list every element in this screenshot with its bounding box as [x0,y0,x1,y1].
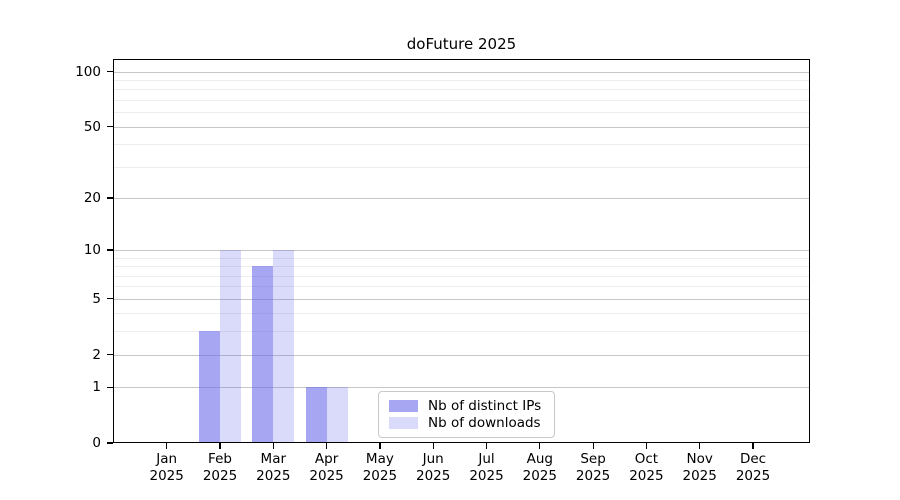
bar-distinct-ips-mar [252,266,274,443]
x-tick-mark [699,443,701,449]
gridline-minor [113,166,810,168]
x-tick-label-feb: Feb 2025 [202,451,238,484]
gridline-major [113,249,810,251]
x-tick-mark [326,443,328,449]
x-tick-label-jan: Jan 2025 [149,451,184,484]
x-tick-label-apr: Apr 2025 [309,451,344,484]
y-tick-mark [107,442,113,444]
gridline-minor [113,286,810,288]
y-tick-label: 0 [92,435,101,451]
y-tick-mark [107,249,113,251]
y-tick-mark [107,70,113,73]
gridline-minor [113,112,810,114]
y-tick-mark [107,386,113,388]
y-tick-label: 2 [92,346,101,363]
y-tick-label: 10 [83,241,101,258]
legend-swatch-downloads [389,417,418,429]
gridline-minor [113,99,810,101]
gridline-major [113,126,810,128]
x-tick-label-jul: Jul 2025 [469,451,504,484]
x-tick-mark [166,443,168,449]
y-tick-mark [107,125,113,128]
x-tick-mark [272,443,274,449]
gridline-major [113,387,810,389]
y-tick-label: 1 [92,379,101,396]
bar-distinct-ips-apr [305,387,327,443]
y-tick-label: 20 [83,189,101,206]
legend-label-distinct-ips: Nb of distinct IPs [428,398,542,414]
x-tick-mark [645,443,648,449]
gridline-minor [113,257,810,259]
bar-downloads-apr [326,387,348,443]
bar-downloads-mar [273,249,295,443]
x-tick-label-sep: Sep 2025 [575,451,611,484]
gridline-minor [113,144,810,146]
gridline-minor [113,275,810,277]
gridline-major [113,298,810,300]
gridline-major [113,354,810,356]
x-tick-mark [752,443,754,449]
gridline-minor [113,266,810,268]
gridline-minor [113,89,810,91]
gridline-minor [113,79,810,81]
x-tick-mark [379,443,381,449]
legend-item-distinct-ips: Nb of distinct IPs [389,398,544,414]
x-tick-label-nov: Nov 2025 [682,451,717,484]
x-tick-mark [539,443,541,449]
y-tick-mark [107,353,113,356]
gridline-minor [113,313,810,315]
legend-item-downloads: Nb of downloads [389,415,544,431]
x-tick-mark [219,443,221,449]
x-tick-label-jun: Jun 2025 [416,451,451,484]
legend: Nb of distinct IPs Nb of downloads [378,391,555,438]
x-tick-mark [432,443,434,449]
legend-swatch-distinct-ips [389,400,418,412]
x-tick-mark [592,443,594,449]
y-tick-mark [107,298,113,300]
x-tick-label-oct: Oct 2025 [629,451,664,484]
y-tick-mark [107,197,113,199]
y-tick-label: 100 [75,63,101,80]
y-tick-label: 50 [83,118,101,135]
x-tick-label-mar: Mar 2025 [256,451,291,484]
bar-downloads-feb [220,249,241,443]
bar-distinct-ips-feb [199,331,220,443]
x-tick-label-aug: Aug 2025 [522,451,557,484]
x-tick-label-dec: Dec 2025 [735,451,771,484]
legend-label-downloads: Nb of downloads [428,415,541,431]
gridline-major [113,71,810,73]
gridline-major [113,197,810,199]
x-tick-label-may: May 2025 [362,451,398,484]
y-tick-label: 5 [92,290,101,307]
chart-title: doFuture 2025 [406,35,517,53]
plot-frame [113,59,810,443]
x-tick-mark [485,443,488,449]
gridline-minor [113,331,810,333]
